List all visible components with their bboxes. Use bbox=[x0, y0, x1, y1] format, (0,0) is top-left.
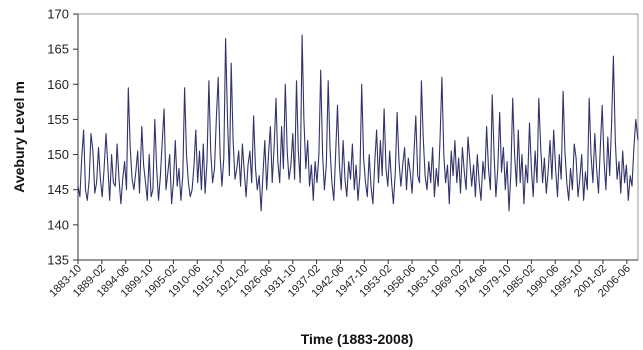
y-tick-label: 170 bbox=[47, 7, 69, 22]
y-tick-label: 145 bbox=[47, 182, 69, 197]
x-axis-title: Time (1883-2008) bbox=[301, 331, 414, 347]
y-tick-label: 155 bbox=[47, 112, 69, 127]
y-tick-label: 160 bbox=[47, 77, 69, 92]
x-axis-ticks: 1883-101889-021894-061899-101905-021910-… bbox=[47, 260, 633, 300]
series-line-avebury-level bbox=[77, 34, 639, 212]
y-axis-title: Avebury Level m bbox=[11, 81, 27, 193]
y-axis-ticks: 135 140 145 150 155 160 165 170 bbox=[47, 7, 78, 268]
y-tick-label: 150 bbox=[47, 147, 69, 162]
y-tick-label: 135 bbox=[47, 253, 69, 268]
y-tick-label: 165 bbox=[47, 42, 69, 57]
y-tick-label: 140 bbox=[47, 217, 69, 232]
